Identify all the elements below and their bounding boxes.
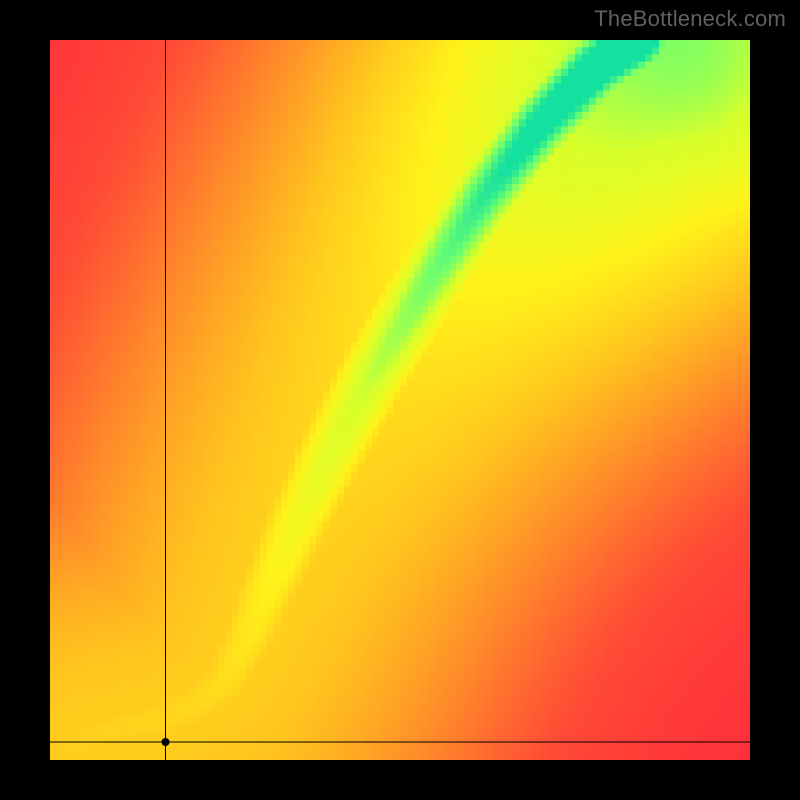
heatmap-cells	[50, 40, 750, 760]
watermark-label: TheBottleneck.com	[594, 6, 786, 32]
chart-container: TheBottleneck.com	[0, 0, 800, 800]
heatmap-plot	[50, 40, 750, 760]
crosshair-marker	[162, 738, 170, 746]
